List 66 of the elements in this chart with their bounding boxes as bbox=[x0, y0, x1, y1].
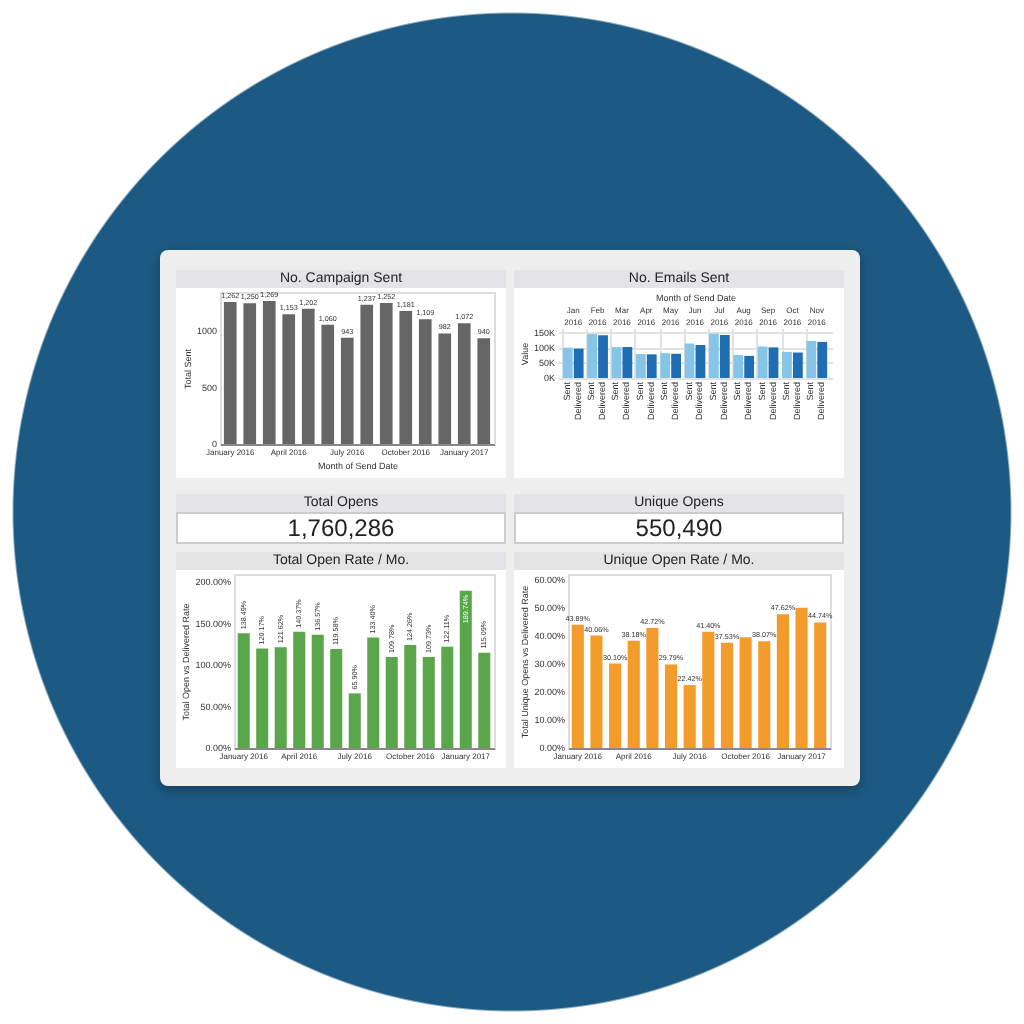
text: 550,490 bbox=[514, 512, 844, 544]
bar bbox=[671, 353, 681, 378]
bar bbox=[646, 628, 659, 748]
bar bbox=[478, 652, 491, 748]
bar bbox=[627, 640, 640, 748]
bar bbox=[385, 657, 398, 748]
bar bbox=[330, 648, 343, 748]
bar bbox=[399, 311, 413, 444]
bar bbox=[744, 355, 755, 378]
bar bbox=[441, 646, 454, 748]
bar bbox=[348, 693, 361, 748]
bar bbox=[340, 337, 354, 444]
bar bbox=[571, 624, 584, 748]
bar bbox=[720, 642, 734, 748]
bar bbox=[757, 346, 768, 378]
bar bbox=[367, 637, 380, 748]
bar bbox=[379, 303, 393, 444]
bar bbox=[274, 647, 287, 748]
bar bbox=[611, 347, 622, 378]
bar bbox=[646, 354, 657, 378]
bar bbox=[438, 333, 452, 444]
bar bbox=[282, 314, 296, 444]
bar bbox=[223, 301, 237, 444]
bar bbox=[635, 354, 646, 378]
bar bbox=[622, 347, 633, 378]
bar bbox=[817, 341, 828, 378]
bar bbox=[609, 663, 622, 748]
bar bbox=[792, 352, 803, 378]
bar bbox=[782, 351, 792, 378]
bar bbox=[262, 301, 276, 444]
bar bbox=[573, 348, 584, 378]
bar bbox=[768, 347, 779, 378]
bar bbox=[709, 333, 719, 378]
bar bbox=[237, 633, 250, 748]
bar bbox=[739, 637, 752, 748]
bar bbox=[702, 631, 715, 748]
bar bbox=[683, 685, 696, 748]
bar bbox=[719, 334, 730, 378]
bar bbox=[301, 308, 315, 444]
bar bbox=[243, 303, 257, 444]
bar bbox=[477, 338, 491, 444]
bar bbox=[664, 664, 678, 748]
bar bbox=[590, 635, 603, 748]
bar bbox=[418, 319, 432, 444]
bar bbox=[321, 324, 335, 444]
bar bbox=[660, 353, 671, 378]
bar bbox=[695, 344, 706, 378]
bar bbox=[459, 590, 472, 748]
bar bbox=[795, 607, 808, 748]
bar bbox=[598, 335, 608, 378]
bar bbox=[422, 657, 435, 748]
bar bbox=[733, 354, 744, 378]
bar bbox=[256, 648, 269, 748]
bar bbox=[360, 304, 374, 444]
bar bbox=[293, 631, 306, 748]
bar bbox=[311, 634, 324, 748]
bar bbox=[814, 622, 827, 748]
bar bbox=[404, 645, 417, 748]
bar bbox=[457, 323, 471, 444]
bar bbox=[587, 334, 598, 378]
text: 1,760,286 bbox=[176, 512, 506, 544]
bar bbox=[758, 641, 771, 748]
bar bbox=[562, 347, 573, 378]
bar bbox=[776, 614, 789, 748]
bar bbox=[684, 343, 695, 378]
bar bbox=[806, 341, 817, 378]
